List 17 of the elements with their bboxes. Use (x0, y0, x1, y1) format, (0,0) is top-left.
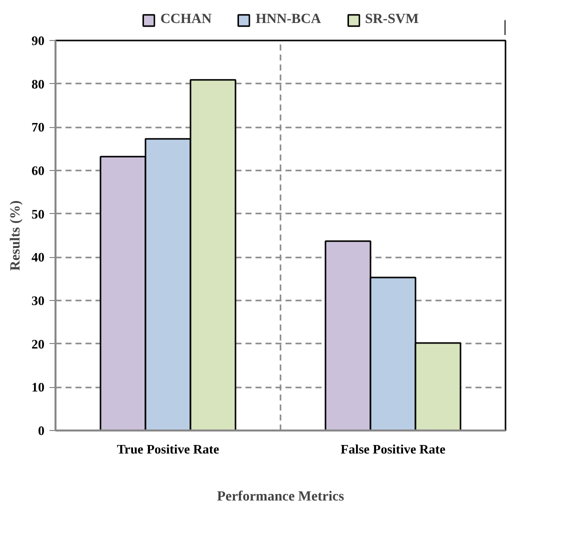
y-tick-label: 10 (32, 380, 44, 395)
y-tick-label: 30 (32, 293, 44, 308)
x-axis-title: Performance Metrics (216, 490, 345, 504)
y-tick-label: 70 (32, 120, 44, 135)
y-tick-label: 40 (32, 250, 44, 265)
x-tick-label: False Positive Rate (340, 442, 446, 456)
y-tick-label: 80 (32, 76, 44, 92)
y-axis-title: Results (%) (8, 200, 24, 271)
legend-label: CCHAN (160, 12, 212, 28)
y-tick-label: 20 (32, 336, 44, 352)
legend-label: HNN-BCA (256, 12, 322, 28)
x-tick-label: True Positive Rate (116, 442, 220, 456)
y-tick-label: 60 (32, 163, 44, 178)
y-tick-label: 90 (32, 33, 44, 48)
legend-label: SR-SVM (365, 12, 419, 28)
y-tick-label: 50 (32, 206, 44, 222)
y-tick-label: 0 (38, 423, 44, 438)
